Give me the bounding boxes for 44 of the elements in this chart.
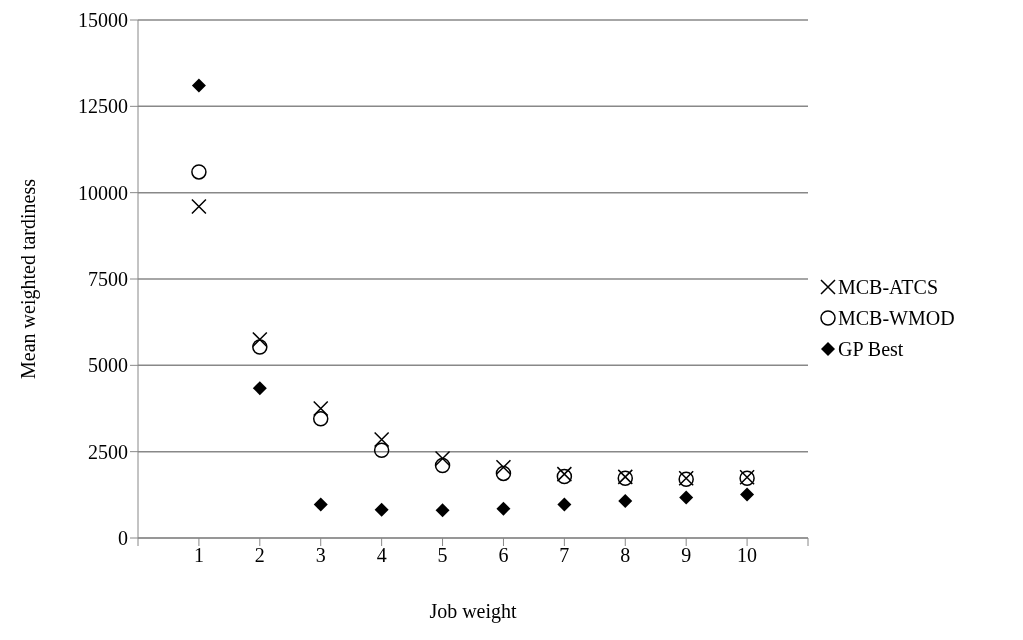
x-tick-label: 1 <box>193 544 204 567</box>
point <box>252 339 268 355</box>
point <box>740 487 755 502</box>
point <box>434 450 451 467</box>
point <box>252 381 267 396</box>
x-tick-label: 4 <box>376 544 387 567</box>
y-tick-label: 0 <box>118 527 128 550</box>
x-tick-label: 9 <box>681 544 692 567</box>
x-tick-label: 2 <box>254 544 265 567</box>
point <box>435 503 450 518</box>
x-tick-label: 10 <box>737 544 758 567</box>
y-tick-label: 15000 <box>78 9 128 32</box>
point <box>312 400 329 417</box>
x-tick-label: 7 <box>559 544 570 567</box>
point <box>191 164 207 180</box>
point <box>496 501 511 516</box>
point <box>434 457 451 474</box>
point <box>373 442 390 459</box>
x-axis-title: Job weight <box>429 600 518 623</box>
point <box>191 78 206 93</box>
y-tick-label: 12500 <box>78 95 128 118</box>
point <box>313 497 328 512</box>
point <box>373 431 390 448</box>
point <box>374 502 389 517</box>
point <box>252 331 268 348</box>
x-tick-label: 8 <box>620 544 631 567</box>
y-tick-label: 10000 <box>78 181 128 204</box>
point <box>679 490 694 505</box>
y-tick-label: 2500 <box>88 440 128 463</box>
y-tick-label: 7500 <box>88 268 128 291</box>
point <box>495 459 512 475</box>
legend-label: MCB-WMOD <box>838 306 955 330</box>
x-tick-label: 6 <box>498 544 509 567</box>
point <box>312 411 329 427</box>
point <box>557 497 572 512</box>
x-tick-label: 5 <box>437 544 448 567</box>
y-tick-label: 5000 <box>88 354 128 377</box>
y-axis-title: Mean weighted tardiness <box>17 178 41 379</box>
point <box>191 198 207 215</box>
x-tick-label: 3 <box>315 544 326 567</box>
legend-label: GP Best <box>838 337 904 361</box>
point <box>495 465 512 482</box>
legend-label: MCB-ATCS <box>838 275 939 299</box>
point <box>618 494 633 509</box>
